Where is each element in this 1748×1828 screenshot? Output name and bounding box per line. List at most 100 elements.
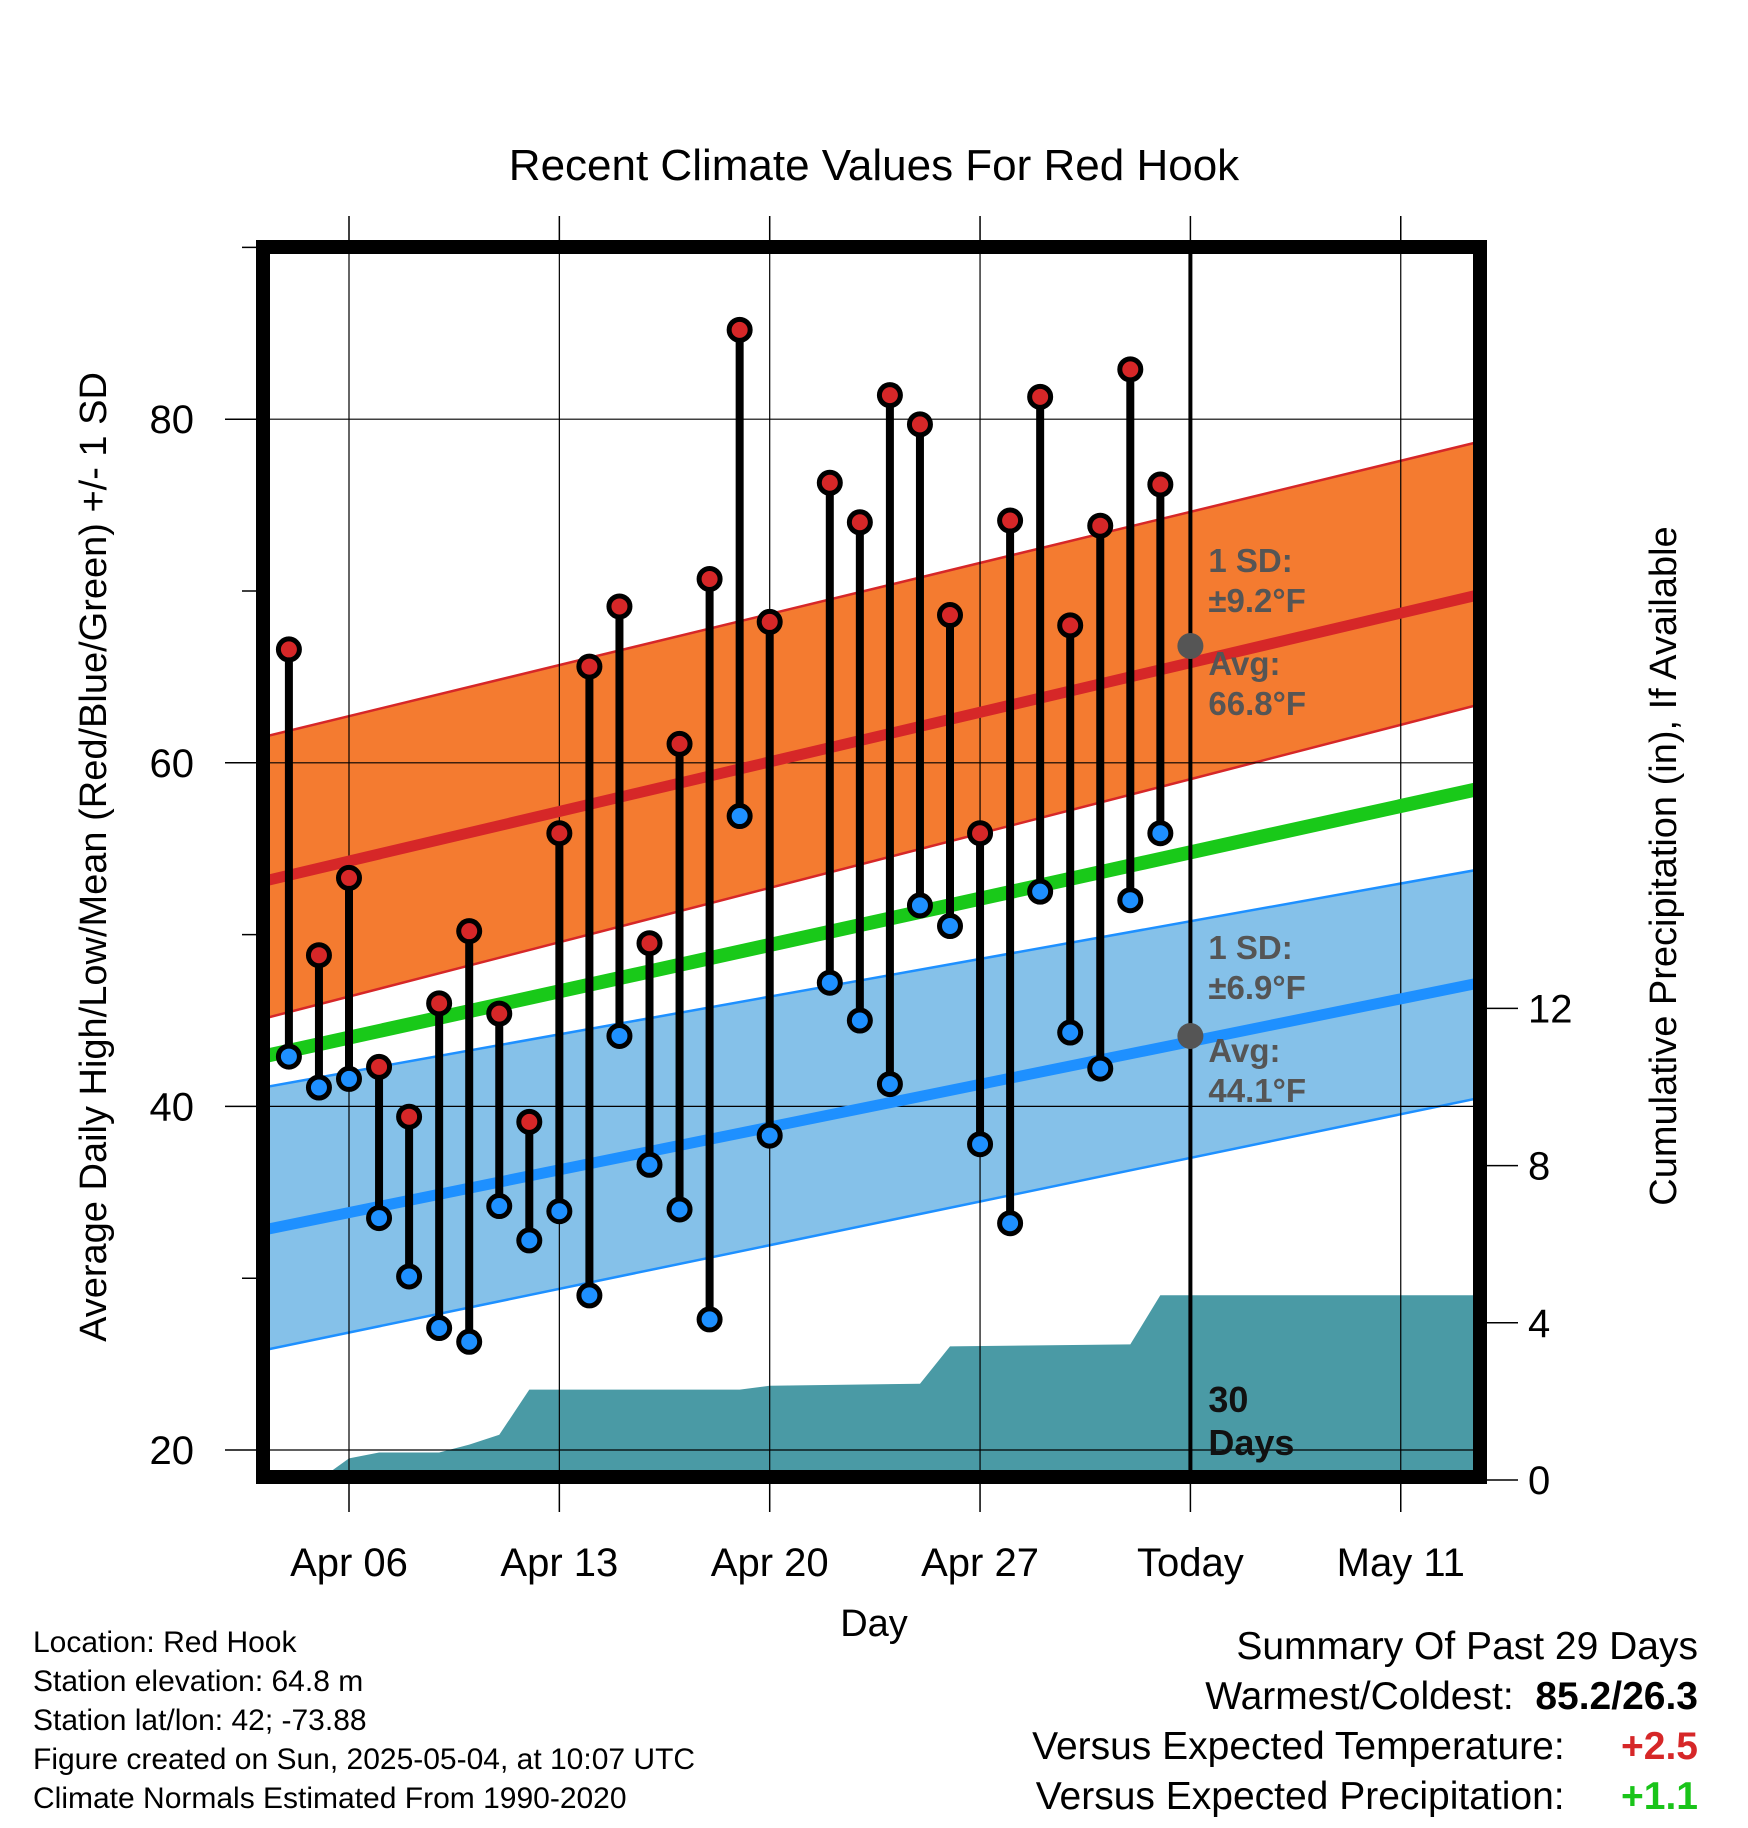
location-text: Location: Red Hook	[33, 1626, 297, 1659]
daily-low-point	[967, 1131, 994, 1158]
temp-row: Versus Expected Temperature: +2.5	[1032, 1722, 1698, 1772]
daily-low-point	[937, 913, 963, 940]
daily-high-point	[366, 1053, 393, 1080]
daily-low-point	[816, 969, 843, 996]
x-tick-label: May 11	[1337, 1541, 1465, 1585]
daily-high-point	[906, 411, 933, 438]
period-label-line2: Days	[1208, 1422, 1294, 1463]
daily-low-point	[636, 1151, 663, 1178]
daily-low-point	[997, 1210, 1024, 1237]
precip-label: Versus Expected Precipitation:	[1035, 1775, 1565, 1818]
low-sd-label: 1 SD:	[1208, 929, 1292, 966]
precip-value: +1.1	[1621, 1775, 1698, 1818]
temp-value: +2.5	[1621, 1725, 1698, 1768]
daily-high-point	[275, 636, 302, 663]
y-tick-label: 20	[150, 1429, 195, 1473]
daily-low-point	[366, 1205, 393, 1232]
daily-high-point	[876, 382, 903, 409]
daily-low-point	[756, 1122, 783, 1149]
y-tick-label: 80	[150, 398, 195, 442]
high-sd-band	[263, 440, 1480, 1021]
daily-low-point	[516, 1227, 543, 1254]
daily-high-point	[576, 653, 603, 680]
daily-low-point	[396, 1263, 423, 1290]
daily-high-point	[696, 565, 723, 592]
daily-high-point	[426, 990, 453, 1017]
y2-tick-label: 12	[1528, 987, 1573, 1031]
y-axis-title: Average Daily High/Low/Mean (Red/Blue/Gr…	[73, 372, 115, 1342]
x-axis-title: Day	[840, 1603, 908, 1645]
daily-low-point	[1027, 878, 1054, 905]
daily-high-point	[606, 593, 633, 620]
summary-title: Summary Of Past 29 Days	[1236, 1625, 1698, 1668]
period-label-line1: 30	[1208, 1379, 1248, 1420]
temp-label: Versus Expected Temperature:	[1032, 1725, 1565, 1768]
warmest-row: Warmest/Coldest: 85.2/26.3	[1032, 1672, 1698, 1722]
daily-high-point	[396, 1103, 423, 1130]
latlon-text: Station lat/lon: 42; -73.88	[33, 1704, 367, 1737]
daily-high-point	[1147, 471, 1174, 498]
low-avg-label: Avg:	[1208, 1032, 1280, 1069]
x-tick-label: Apr 27	[921, 1541, 1039, 1585]
daily-low-point	[1147, 820, 1174, 847]
daily-low-point	[275, 1043, 302, 1070]
created-text: Figure created on Sun, 2025-05-04, at 10…	[33, 1743, 696, 1776]
low-avg-value: 44.1°F	[1208, 1072, 1306, 1109]
daily-low-point	[336, 1065, 362, 1092]
x-tick-label: Apr 20	[711, 1541, 829, 1585]
y2-tick-label: 8	[1528, 1145, 1550, 1189]
daily-low-point	[305, 1074, 332, 1101]
daily-low-point	[666, 1196, 693, 1223]
daily-high-point	[636, 930, 663, 957]
y2-tick-label: 0	[1528, 1459, 1550, 1503]
x-tick-label: Apr 13	[500, 1541, 618, 1585]
warmest-label: Warmest/Coldest:	[1205, 1675, 1514, 1718]
plot-area	[263, 247, 1480, 1477]
daily-high-point	[516, 1108, 543, 1135]
daily-low-point	[1087, 1055, 1114, 1082]
daily-high-point	[1117, 356, 1144, 383]
daily-low-point	[696, 1306, 723, 1333]
daily-high-point	[305, 942, 332, 969]
station-info: Location: Red Hook Station elevation: 64…	[33, 1623, 695, 1818]
low-sd-value: ±6.9°F	[1208, 969, 1305, 1006]
daily-low-point	[846, 1007, 873, 1034]
daily-high-point	[846, 509, 873, 536]
daily-low-point	[1117, 887, 1144, 914]
daily-low-point	[546, 1198, 573, 1225]
daily-high-point	[1057, 612, 1084, 639]
daily-low-point	[576, 1282, 603, 1309]
daily-high-point	[1087, 512, 1114, 539]
daily-high-point	[486, 1000, 513, 1027]
x-tick-label: Today	[1137, 1541, 1244, 1585]
daily-low-point	[426, 1315, 453, 1342]
daily-high-point	[546, 820, 573, 847]
daily-high-point	[456, 918, 483, 945]
daily-low-point	[456, 1328, 483, 1355]
precip-row: Versus Expected Precipitation: +1.1	[1032, 1772, 1698, 1822]
low-today-marker	[1177, 1022, 1204, 1049]
high-avg-value: 66.8°F	[1208, 685, 1306, 722]
x-tick-label: Apr 06	[290, 1541, 408, 1585]
daily-low-point	[906, 892, 933, 919]
high-normal-line	[263, 589, 1480, 887]
normals-text: Climate Normals Estimated From 1990-2020	[33, 1782, 627, 1815]
y-tick-label: 40	[150, 1085, 195, 1129]
daily-high-point	[1027, 383, 1054, 410]
daily-high-point	[756, 608, 783, 635]
chart-title: Recent Climate Values For Red Hook	[509, 141, 1240, 190]
daily-low-point	[606, 1022, 633, 1049]
daily-high-point	[937, 602, 963, 629]
daily-high-point	[336, 864, 362, 891]
y-tick-label: 60	[150, 742, 195, 786]
high-sd-label: 1 SD:	[1208, 542, 1292, 579]
daily-high-point	[726, 316, 753, 343]
daily-high-point	[816, 469, 843, 496]
daily-high-point	[967, 820, 994, 847]
daily-high-point	[666, 730, 693, 757]
daily-high-point	[997, 507, 1024, 534]
summary-panel: Summary Of Past 29 Days Warmest/Coldest:…	[1032, 1622, 1698, 1822]
high-avg-label: Avg:	[1208, 645, 1280, 682]
plot-frame	[256, 240, 1487, 1484]
